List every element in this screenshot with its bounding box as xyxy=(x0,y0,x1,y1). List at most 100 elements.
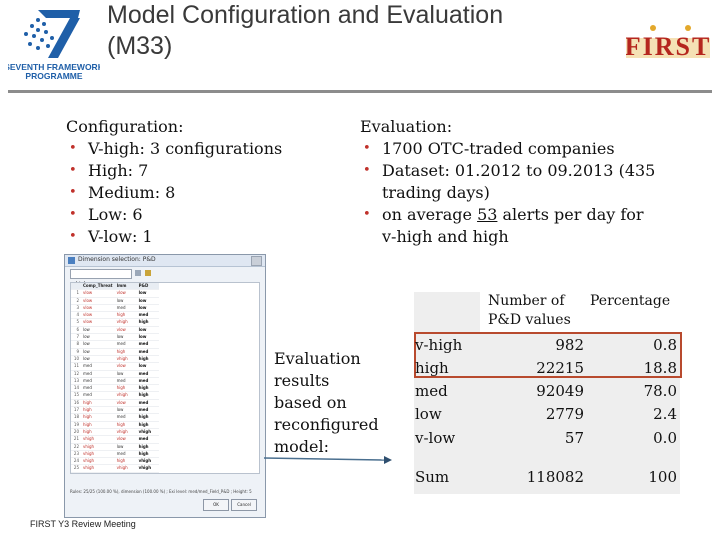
rules-row[interactable]: 1 vlow vlow low xyxy=(71,289,159,298)
rules-cell: low xyxy=(136,304,159,313)
rules-cell: high xyxy=(114,311,137,320)
rules-cell: vlow xyxy=(81,311,115,320)
rules-row[interactable]: 23 vhigh med high xyxy=(71,450,159,459)
rules-cell: low xyxy=(114,406,137,415)
rules-cell: low xyxy=(136,289,159,298)
rules-cell: low xyxy=(114,297,137,305)
rules-row[interactable]: 16 high vlow med xyxy=(71,399,159,408)
rules-cell: med xyxy=(136,370,159,378)
evaluation-dataset-line2: trading days) xyxy=(382,183,490,202)
rules-row[interactable]: 10 low vhigh high xyxy=(71,355,159,364)
rules-row[interactable]: 9 low high med xyxy=(71,348,159,356)
rules-row[interactable]: 14 med high high xyxy=(71,384,159,393)
rules-row[interactable]: 13 med med med xyxy=(71,377,159,386)
rules-row[interactable]: 7 low low low xyxy=(71,333,159,342)
rules-row-index: 13 xyxy=(71,377,81,386)
rules-grid[interactable]: Comp_Threat Imm P&D 1 vlow vlow low 2 vlow low… xyxy=(70,282,260,474)
rules-cell: vlow xyxy=(114,399,137,408)
configuration-list: V-high: 3 configurations High: 7 Medium:… xyxy=(66,138,326,248)
rules-cell: low xyxy=(81,340,115,349)
rules-cell: med xyxy=(81,362,115,371)
rules-row-index: 10 xyxy=(71,355,81,364)
evaluation-alerts-count: 53 xyxy=(477,205,498,224)
rules-row[interactable]: 19 high high high xyxy=(71,421,159,429)
rules-cell: med xyxy=(81,370,115,378)
rules-cell: low xyxy=(136,297,159,305)
evaluation-block: Evaluation: 1700 OTC-traded companies Da… xyxy=(360,116,660,248)
window-toolbar: vhigh xyxy=(65,267,265,287)
row-count: 92049 xyxy=(536,382,584,400)
rules-cell: high xyxy=(114,457,137,466)
rules-row[interactable]: 4 vlow high med xyxy=(71,311,159,320)
edit-icon[interactable] xyxy=(145,270,151,276)
row-label: high xyxy=(415,359,449,377)
rules-cell: vhigh xyxy=(81,464,115,473)
evaluation-item-dataset: Dataset: 01.2012 to 09.2013 (435 trading… xyxy=(360,160,660,204)
evaluation-item-companies: 1700 OTC-traded companies xyxy=(360,138,660,160)
rules-row[interactable]: 22 vhigh low high xyxy=(71,443,159,451)
sum-percentage: 100 xyxy=(648,468,677,486)
row-label: low xyxy=(415,405,442,423)
rules-row[interactable]: 20 high vhigh vhigh xyxy=(71,428,159,437)
rules-row[interactable]: 11 med vlow low xyxy=(71,362,159,371)
page-title-line2: (M33) xyxy=(107,32,173,60)
dimension-combo[interactable]: vhigh xyxy=(70,269,132,287)
rules-row[interactable]: 6 low vlow low xyxy=(71,326,159,335)
rules-cell: vlow xyxy=(114,289,137,298)
rules-row-index: 12 xyxy=(71,370,81,378)
rules-row-index: 18 xyxy=(71,413,81,422)
evaluation-alerts-line2: v-high and high xyxy=(382,227,509,246)
rules-row[interactable]: 17 high low med xyxy=(71,406,159,415)
rules-row-index: 20 xyxy=(71,428,81,437)
rules-cell: vhigh xyxy=(114,464,137,473)
rules-cell: vhigh xyxy=(114,428,137,437)
rules-row[interactable]: 2 vlow low low xyxy=(71,297,159,305)
rules-row[interactable]: 5 vlow vhigh high xyxy=(71,318,159,327)
rules-row[interactable]: 8 low med med xyxy=(71,340,159,349)
filter-icon[interactable] xyxy=(135,270,141,276)
rules-cell: med xyxy=(136,348,159,356)
ok-button[interactable]: OK xyxy=(203,499,229,511)
rules-cell: high xyxy=(114,348,137,356)
rules-row[interactable]: 24 vhigh high vhigh xyxy=(71,457,159,466)
rules-header-row: Comp_Threat Imm P&D xyxy=(71,283,159,291)
cancel-button[interactable]: Cancel xyxy=(231,499,257,511)
rules-row-index: 2 xyxy=(71,297,81,305)
rules-cell: med xyxy=(81,377,115,386)
rules-row[interactable]: 12 med low med xyxy=(71,370,159,378)
rules-cell: vlow xyxy=(81,297,115,305)
rules-cell: low xyxy=(114,443,137,451)
rules-cell: med xyxy=(114,304,137,313)
rules-row-index: 11 xyxy=(71,362,81,371)
first-logo: FIRST xyxy=(625,24,710,62)
header-count-line1: Number of xyxy=(488,293,565,309)
header-divider xyxy=(8,90,712,93)
rules-row[interactable]: 21 vhigh vlow med xyxy=(71,435,159,444)
row-label: med xyxy=(415,382,448,400)
evaluation-alerts-prefix: on average xyxy=(382,205,478,224)
rules-cell: high xyxy=(114,421,137,429)
rules-row-index: 15 xyxy=(71,391,81,400)
footer-text: FIRST Y3 Review Meeting xyxy=(30,519,136,529)
rules-cell: med xyxy=(114,413,137,422)
rules-cell: med xyxy=(136,311,159,320)
row-count: 982 xyxy=(555,336,584,354)
rules-cell: high xyxy=(136,391,159,400)
rules-cell: low xyxy=(81,333,115,342)
rules-cell: vhigh xyxy=(136,464,159,473)
rules-row[interactable]: 3 vlow med low xyxy=(71,304,159,313)
rules-row[interactable]: 18 high med high xyxy=(71,413,159,422)
rules-cell: vlow xyxy=(81,304,115,313)
evaluation-alerts-suffix: alerts per day for xyxy=(497,205,644,224)
row-count: 57 xyxy=(564,429,584,447)
rules-row[interactable]: 25 vhigh vhigh vhigh xyxy=(71,464,159,473)
row-label: v-low xyxy=(415,429,456,447)
close-icon[interactable] xyxy=(251,256,262,266)
header-count-line2: P&D values xyxy=(488,312,571,328)
rules-cell: high xyxy=(136,443,159,451)
rules-row-index: 8 xyxy=(71,340,81,349)
rules-cell: low xyxy=(81,355,115,364)
rules-cell: vlow xyxy=(114,435,137,444)
rules-row[interactable]: 15 med vhigh high xyxy=(71,391,159,400)
rules-cell: high xyxy=(114,384,137,393)
